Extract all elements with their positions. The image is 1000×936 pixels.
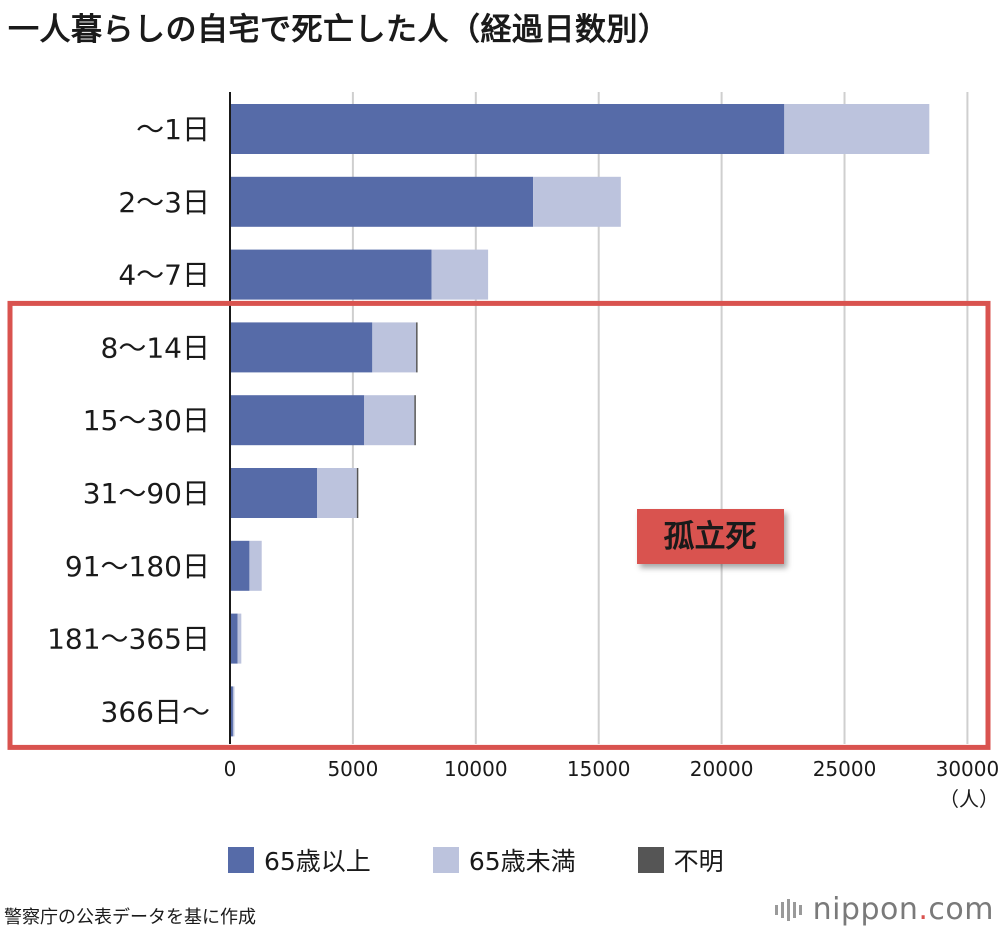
- bar-segment: [431, 249, 489, 300]
- legend-item: 65歳以上: [228, 842, 371, 878]
- legend-swatch: [228, 847, 254, 873]
- brand-dot: .: [918, 892, 929, 927]
- bar-segment: [230, 395, 365, 446]
- annotation-label: 孤立死: [664, 519, 757, 555]
- bar-segment: [416, 322, 418, 373]
- x-tick-label: 0: [224, 757, 237, 781]
- legend-item: 65歳未満: [432, 842, 576, 878]
- bar-segment: [356, 468, 359, 518]
- legend-swatch: [432, 847, 459, 873]
- category-label: 366日〜: [101, 695, 210, 728]
- category-label: 4〜7日: [118, 259, 210, 292]
- legend-label: 65歳以上: [264, 847, 371, 876]
- bars: [230, 104, 930, 737]
- category-label: 〜1日: [136, 113, 210, 146]
- category-label: 15〜30日: [83, 404, 210, 437]
- bar-segment: [230, 613, 238, 664]
- bar-segment: [372, 322, 417, 373]
- legend: 65歳以上 65歳未満 不明: [228, 842, 786, 878]
- bar-segment: [414, 395, 416, 446]
- legend-item: 不明: [637, 842, 724, 878]
- bar-segment: [230, 104, 785, 154]
- brand-name: nippon: [812, 892, 919, 927]
- bar-segment: [230, 540, 250, 591]
- bar-segment: [230, 322, 373, 373]
- x-tick-label: 10000: [444, 757, 508, 781]
- isolated-death-annotation: 孤立死: [7, 300, 991, 750]
- bar-segment: [364, 395, 415, 446]
- bar-segment: [249, 540, 262, 591]
- legend-label: 65歳未満: [468, 847, 576, 876]
- x-tick-label: 5000: [327, 757, 378, 781]
- chart-title: 一人暮らしの自宅で死亡した人（経過日数別）: [8, 12, 670, 48]
- x-unit-label: （人）: [939, 787, 999, 811]
- x-tick-label: 15000: [567, 757, 631, 781]
- category-label: 31〜90日: [83, 477, 210, 510]
- bar-segment: [230, 468, 318, 518]
- category-label: 181〜365日: [47, 623, 210, 656]
- brand-mark-icon: [774, 898, 805, 921]
- legend-label: 不明: [673, 847, 724, 876]
- bar-segment: [230, 249, 432, 300]
- x-tick-label: 30000: [936, 757, 1000, 781]
- bar-segment: [784, 104, 930, 154]
- annotation-box: [7, 300, 991, 750]
- bar-segment: [232, 686, 235, 737]
- brand-logo: nippon. com: [774, 892, 994, 927]
- source-note: 警察庁の公表データを基に作成: [4, 907, 256, 928]
- category-label: 91〜180日: [65, 550, 210, 583]
- brand-suffix: com: [928, 892, 994, 927]
- bar-segment: [237, 613, 242, 664]
- annotation-label-bg: [637, 509, 784, 564]
- bar-segment: [230, 176, 534, 227]
- x-tick-label: 25000: [813, 757, 877, 781]
- bar-segment: [230, 686, 233, 737]
- bar-segment: [533, 176, 621, 227]
- category-label: 8〜14日: [101, 331, 210, 364]
- legend-swatch: [637, 847, 664, 873]
- bar-chart: 0 5000 10000 15000 20000 25000 30000 （人） 〜1日 2〜3日…: [7, 92, 999, 811]
- bar-segment: [317, 468, 357, 518]
- x-tick-label: 20000: [690, 757, 754, 781]
- axis: 0 5000 10000 15000 20000 25000 30000 （人） 〜1日 2〜3日…: [47, 92, 999, 811]
- category-label: 2〜3日: [118, 186, 210, 219]
